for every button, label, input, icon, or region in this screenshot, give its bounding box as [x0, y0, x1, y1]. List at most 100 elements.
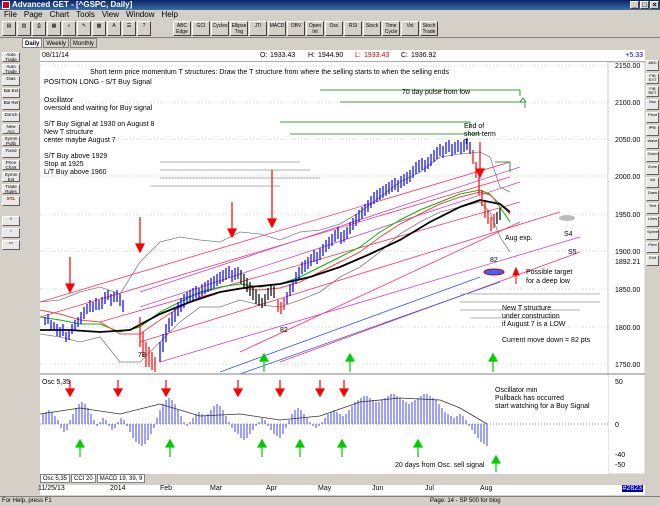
tool-dias[interactable]: Dias	[2, 76, 20, 86]
rtool-zoom[interactable]: Zoom	[646, 151, 659, 162]
print-icon[interactable]: ⎙	[32, 21, 46, 36]
indicator-tab-osc[interactable]: Osc 5,35	[40, 474, 71, 483]
tool-new-acc[interactable]: New Acc	[2, 124, 20, 134]
osc-panel	[40, 375, 608, 474]
annotation-82a: 82	[280, 327, 288, 334]
price-label: 1850.00	[615, 287, 640, 294]
osc-axis-label: 50	[615, 379, 623, 386]
annotation-pulse: 70 day pulse from low	[402, 89, 471, 96]
rtool-pivot[interactable]: Pivot	[646, 112, 659, 123]
annotation-movedown: Current move down = 82 pts	[502, 337, 591, 344]
quote-date: 08/11/14	[42, 52, 69, 59]
menu-help[interactable]: Help	[161, 10, 178, 19]
osc-histogram	[42, 394, 488, 446]
tool-bal-ext[interactable]: Bal Ext	[2, 88, 20, 98]
price-label: 1750.00	[615, 362, 640, 369]
toolbar-stock[interactable]: Stock	[363, 21, 381, 36]
rtool-spline[interactable]: Spline	[646, 229, 659, 240]
chart-area[interactable]: 2150.00 2100.00 2050.00 2000.00 1950.00 …	[39, 61, 646, 475]
osc-axis-label: 0	[615, 422, 619, 429]
indicator-tab-macd[interactable]: MACD 19, 39, 9	[96, 474, 146, 483]
tool-zoom-icon[interactable]: ⌕	[2, 216, 20, 226]
rtool-exit[interactable]: Exit	[646, 255, 659, 266]
maximize-button[interactable]: □	[640, 1, 649, 9]
toolbar-ellipse[interactable]: Ellipse Trig	[230, 21, 248, 36]
menu-window[interactable]: Window	[126, 10, 155, 19]
status-bar: For Help, press F1 Page: 14 - SP 500 for…	[0, 496, 660, 505]
tool-trade-rules[interactable]: Trade Rules	[2, 184, 20, 194]
toolbar-vol[interactable]: Vol	[401, 21, 419, 36]
tool-donch[interactable]: Donch	[2, 112, 20, 122]
tool-auto-trade-2[interactable]: Auto Trade	[2, 64, 20, 74]
date-month: May	[318, 485, 332, 492]
rtool-print[interactable]: Print	[646, 242, 659, 253]
rtool-draw[interactable]: Draw	[646, 190, 659, 201]
menu-page[interactable]: Page	[23, 10, 43, 19]
annotation-st6: L/T Buy above 1960	[44, 169, 107, 176]
help-icon[interactable]: ?	[137, 21, 151, 36]
tool-auto-trade[interactable]: Auto Trade	[2, 52, 20, 62]
indicator-tab-cci[interactable]: CCI 20	[71, 474, 96, 483]
rtool-fib-ext[interactable]: FIB EXT	[646, 73, 659, 84]
annotation-s5: S5	[568, 249, 577, 256]
toolbar-gci[interactable]: GCI	[192, 21, 210, 36]
menu-chart[interactable]: Chart	[49, 10, 70, 19]
annotation-target2: for a deep low	[526, 278, 571, 285]
tool-symm-ext[interactable]: Symm Ext	[2, 172, 20, 182]
tool-xtl[interactable]: XTL	[2, 196, 20, 206]
chart-icon[interactable]: ▦	[47, 21, 61, 36]
rtool-zone[interactable]: Zone	[646, 164, 659, 175]
toolbar-time-cycle[interactable]: Time Cycle	[382, 21, 400, 36]
zoom-icon[interactable]: ⌕	[62, 21, 76, 36]
toolbar-stoch-trade[interactable]: Stoch Trade	[420, 21, 438, 36]
menu-file[interactable]: File	[4, 10, 17, 19]
date-month: Mar	[210, 485, 223, 492]
toolbar-rsi[interactable]: RSI	[344, 21, 362, 36]
open-icon[interactable]: ▤	[2, 21, 16, 36]
tab-weekly[interactable]: Weekly	[43, 38, 69, 48]
minimize-button[interactable]: _	[630, 1, 639, 9]
toolbar-macd[interactable]: MACD	[268, 21, 286, 36]
tool-fixed[interactable]: Fixed	[2, 148, 20, 158]
tool-arrow-icon[interactable]: ↕	[2, 228, 20, 238]
annotation-newT3: if August 7 is a LOW	[502, 321, 566, 328]
rtool-vol[interactable]: Vol	[646, 177, 659, 188]
rtool-osc[interactable]: Osc	[646, 99, 659, 110]
rtool-text[interactable]: Text	[646, 203, 659, 214]
annotation-position: POSITION LONG - S/T Buy Signal	[44, 79, 152, 86]
tool-bal-ret[interactable]: Bal Ret	[2, 100, 20, 110]
tab-daily[interactable]: Daily	[22, 38, 43, 48]
save-icon[interactable]: ▥	[17, 21, 31, 36]
rtool-pti[interactable]: PTI	[646, 125, 659, 136]
text-icon[interactable]: A	[107, 21, 121, 36]
menu-view[interactable]: View	[101, 10, 120, 19]
toolbar-open-int[interactable]: Open Int	[306, 21, 324, 36]
quote-high-label: H:	[308, 52, 315, 59]
date-month: Feb	[160, 485, 173, 492]
tool-price-chart[interactable]: Price Chart	[2, 160, 20, 170]
toolbar-jti[interactable]: JTI	[249, 21, 267, 36]
grid-icon[interactable]: ▩	[92, 21, 106, 36]
list-icon[interactable]: ☰	[122, 21, 136, 36]
tool-symm-pullb[interactable]: Symm Pullb	[2, 136, 20, 146]
rtool-fib-ret[interactable]: FIB RET	[646, 86, 659, 97]
price-panel	[40, 62, 608, 374]
rtool-lines[interactable]: Lines	[646, 216, 659, 227]
time-ellipse	[559, 215, 575, 221]
left-toolbox: Auto Trade Auto Trade Dias Bal Ext Bal R…	[0, 38, 22, 498]
date-end: #2823	[621, 485, 643, 492]
toolbar-abc-edge[interactable]: ABC Edge	[173, 21, 191, 36]
sell-arrows	[65, 142, 485, 294]
close-button[interactable]: ×	[650, 1, 659, 9]
rtool-abc[interactable]: ABC	[646, 60, 659, 71]
tab-monthly[interactable]: Monthly	[69, 38, 97, 48]
date-month: Aug	[480, 485, 493, 492]
toolbar-osc[interactable]: Osc	[325, 21, 343, 36]
menu-tools[interactable]: Tools	[76, 10, 95, 19]
rtool-wave[interactable]: Wave	[646, 138, 659, 149]
annotation-st2: New T structure	[44, 129, 93, 136]
toolbar-obv[interactable]: OBV	[287, 21, 305, 36]
draw-icon[interactable]: ✎	[77, 21, 91, 36]
toolbar-cycles[interactable]: Cycles	[211, 21, 229, 36]
tool-page-icon[interactable]: ▭	[2, 240, 20, 250]
